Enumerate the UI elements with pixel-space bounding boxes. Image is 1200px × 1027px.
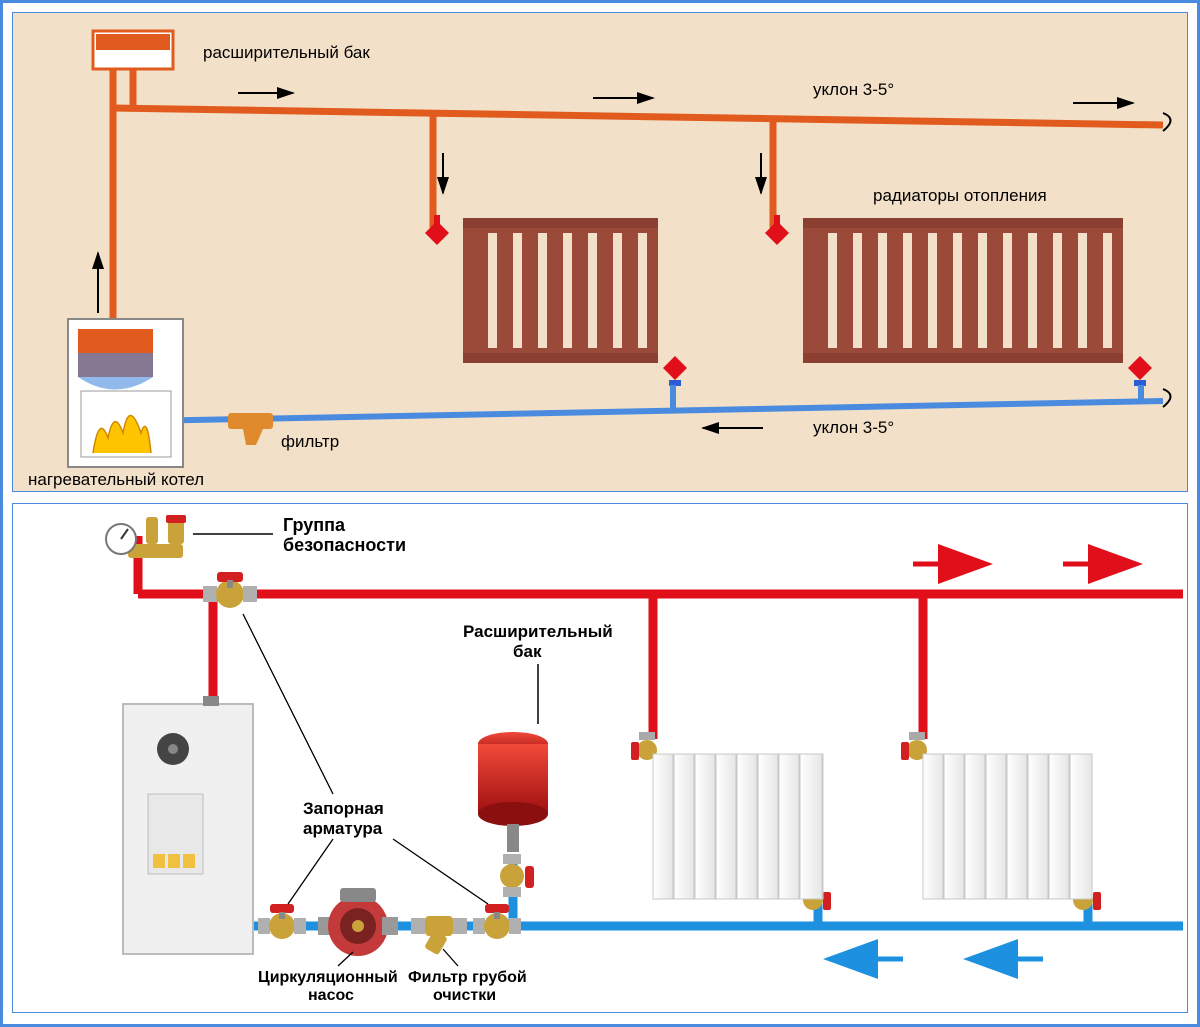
label-boiler: нагревательный котел [28, 470, 204, 489]
ball-valve-icon [258, 904, 306, 939]
label-filter-line1: Фильтр грубой [408, 969, 527, 986]
safety-group-icon [106, 515, 186, 558]
gravity-heating-diagram: расширительный бак [12, 12, 1188, 492]
label-exp-line1: Расширительный [463, 622, 613, 641]
expansion-tank-top [93, 31, 173, 69]
label-safety-line1: Группа [283, 515, 346, 535]
electric-boiler [123, 696, 253, 954]
label-safety-line2: безопасности [283, 535, 406, 555]
label-pump-line2: насос [308, 987, 354, 1004]
label-filter: фильтр [281, 432, 339, 451]
cold-pipes [143, 385, 1163, 421]
label-radiators: радиаторы отопления [873, 186, 1047, 205]
ball-valve-icon [500, 854, 534, 897]
label-slope-bottom: уклон 3-5° [813, 418, 894, 437]
label-expansion-tank: расширительный бак [203, 43, 370, 62]
label-filter-line2: очистки [433, 987, 496, 1004]
forced-circulation-diagram: Группа безопасности [12, 503, 1188, 1013]
radiator-1 [425, 215, 687, 386]
radiator-white-2 [923, 754, 1092, 899]
label-slope-top: уклон 3-5° [813, 80, 894, 99]
label-pump-line1: Циркуляционный [258, 969, 398, 986]
strainer-filter-icon [411, 916, 467, 955]
hot-pipes [138, 536, 1183, 739]
label-exp-line2: бак [513, 642, 542, 661]
filter-icon [228, 413, 273, 445]
boiler-top [68, 319, 183, 467]
radiator-2 [765, 215, 1152, 386]
radiator-white-1 [653, 754, 823, 899]
label-shutoff-line1: Запорная [303, 799, 384, 818]
expansion-tank-icon [478, 732, 548, 852]
label-shutoff-line2: арматура [303, 819, 383, 838]
circulation-pump-icon [318, 888, 398, 956]
